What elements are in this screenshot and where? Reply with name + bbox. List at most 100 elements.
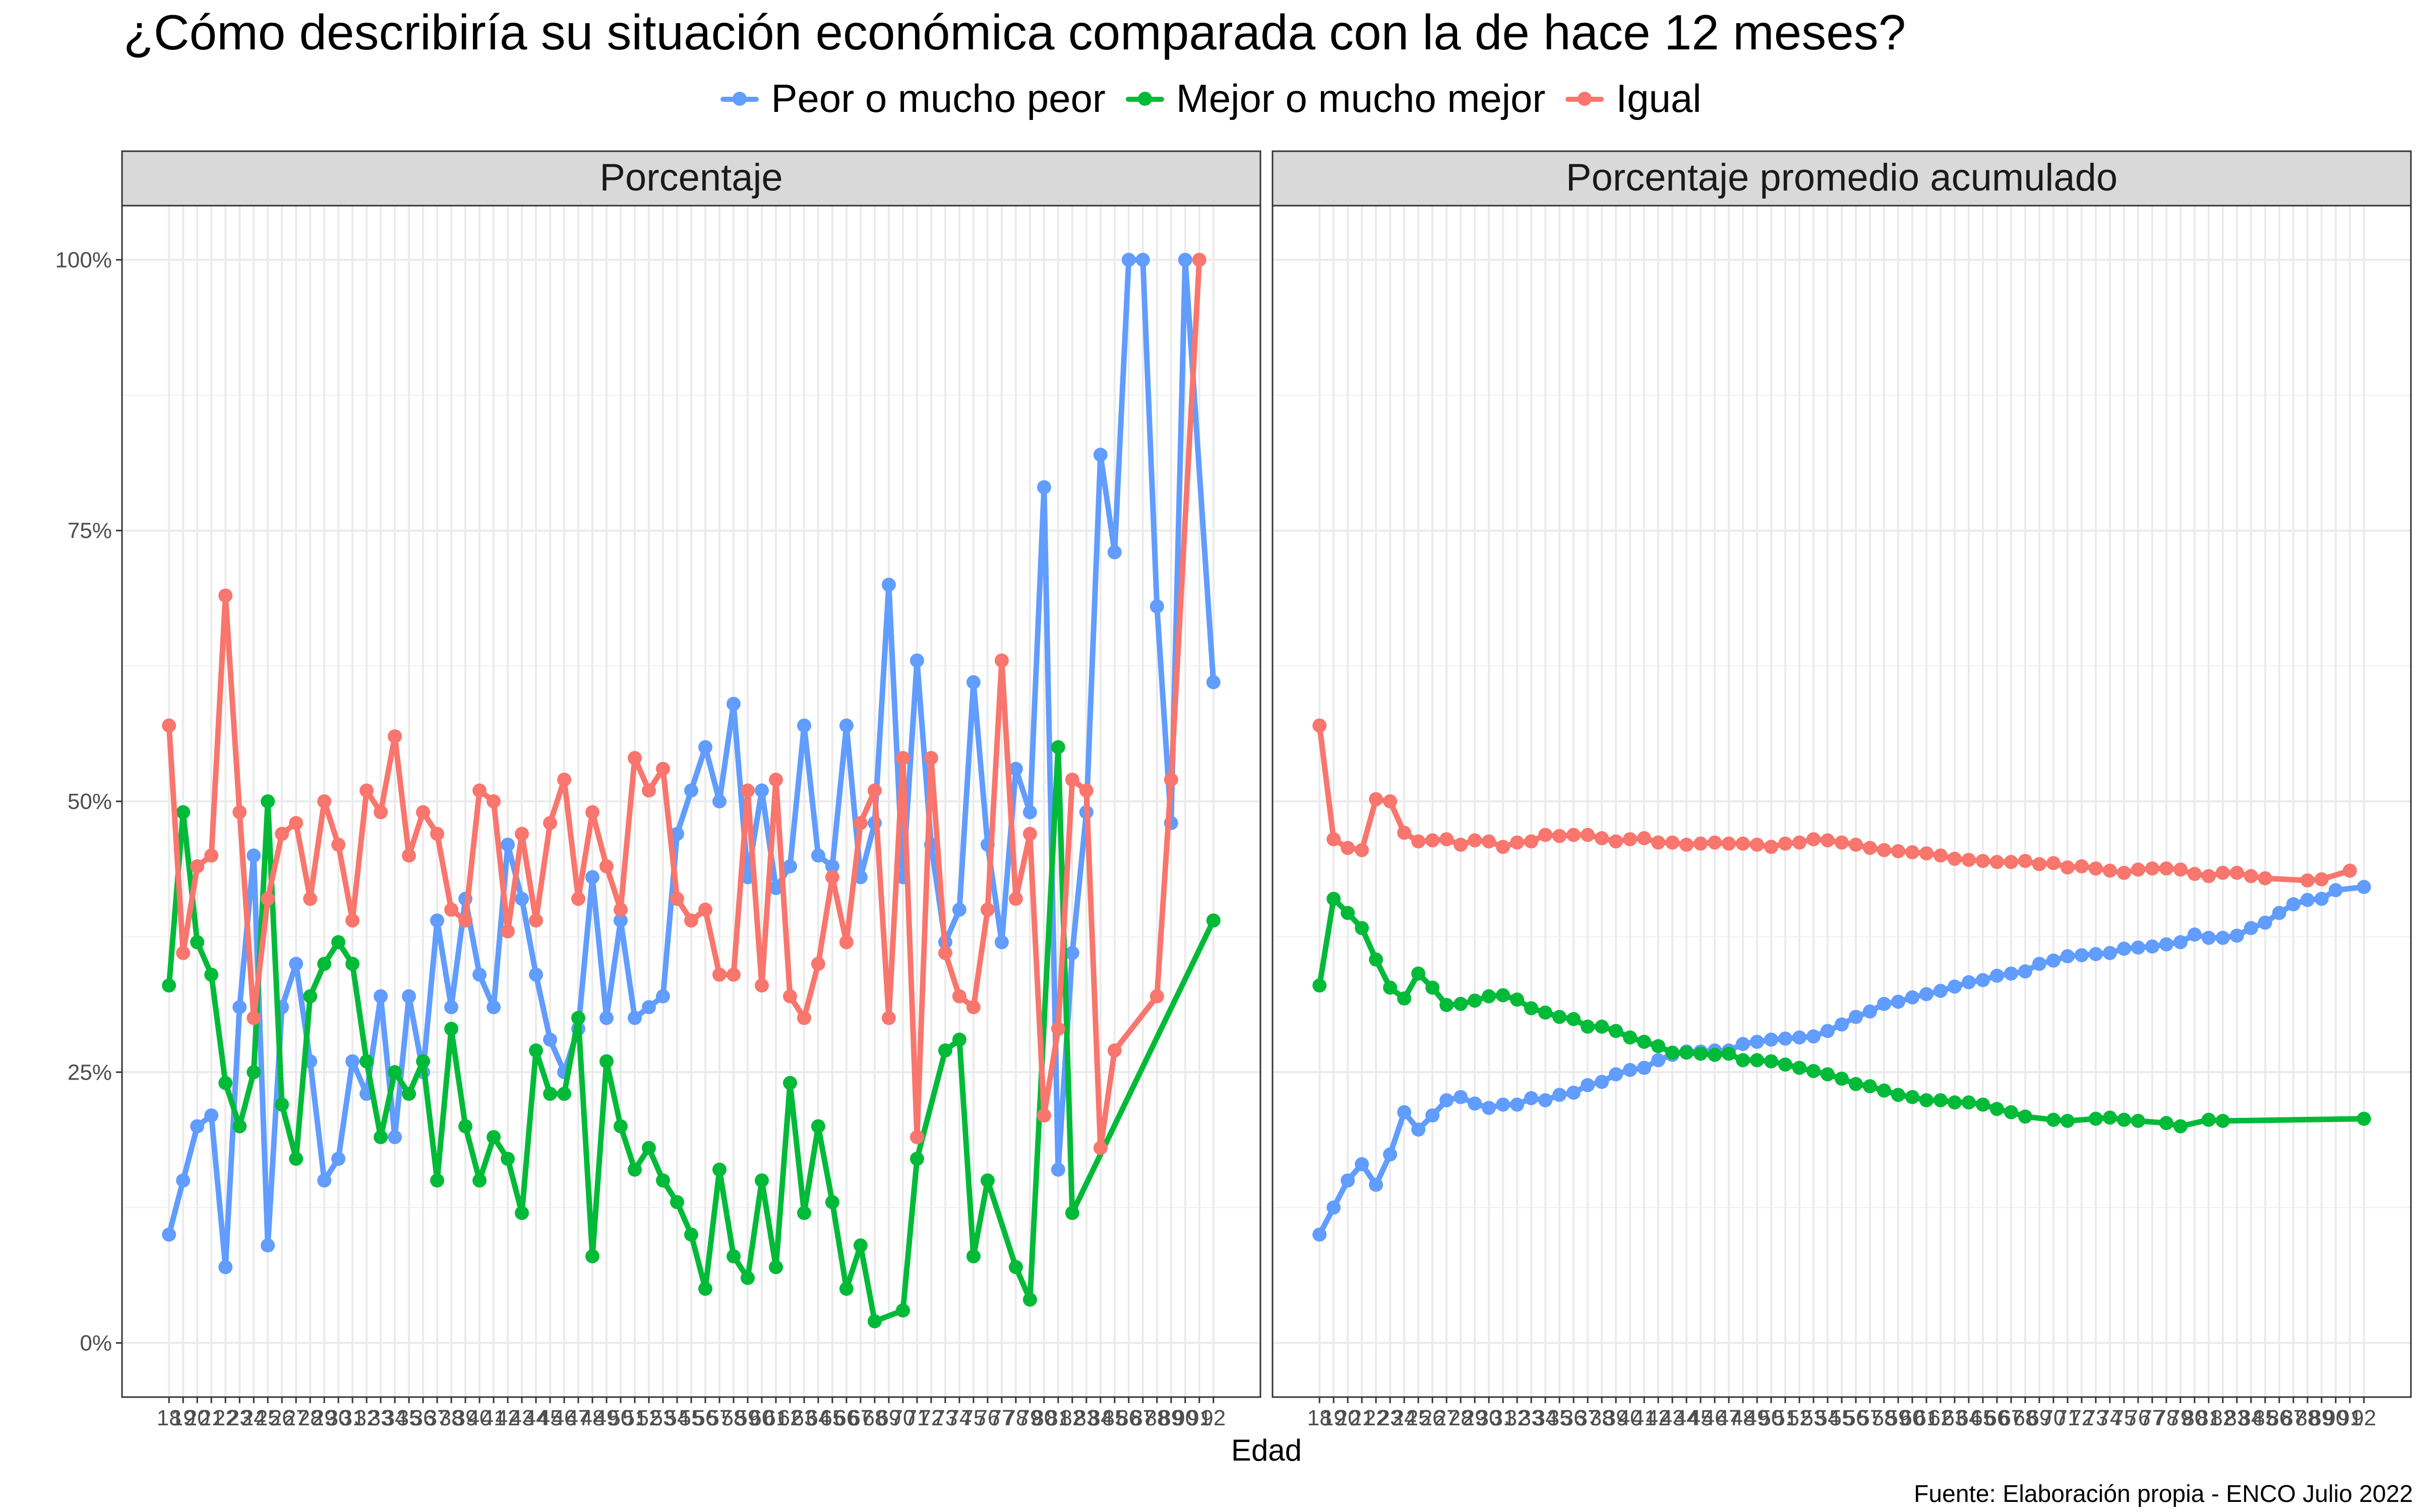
panel-1-series-mejor-o-mucho-mejor-point	[656, 1173, 670, 1188]
legend: Peor o mucho peor Mejor o mucho mejor Ig…	[0, 76, 2420, 121]
panel-1-series-mejor-o-mucho-mejor-point	[444, 1022, 459, 1036]
panel-2-series-igual-point	[1411, 834, 1426, 849]
panel-1-series-igual-point	[712, 967, 727, 982]
panel-1-x-tick-label: 56	[693, 1406, 718, 1430]
panel-2-series-igual-point	[1482, 834, 1496, 849]
panel-1-x-tick-label: 64	[806, 1406, 830, 1430]
panel-2-series-igual-point	[1708, 835, 1722, 850]
legend-label-peor: Peor o mucho peor	[771, 76, 1106, 120]
panel-2-series-peor-o-mucho-peor-point	[1863, 1004, 1877, 1019]
panel-2-series-igual-point	[2060, 860, 2075, 875]
panel-1-series-mejor-o-mucho-mejor-point	[712, 1162, 727, 1177]
panel-1-series-peor-o-mucho-peor-point	[628, 1011, 642, 1025]
panel-1-x-tick-label: 43	[510, 1406, 534, 1430]
panel-2-series-mejor-o-mucho-mejor-point	[1468, 993, 1482, 1008]
panel-1-series-peor-o-mucho-peor-point	[769, 880, 783, 895]
panel-2-border	[1272, 205, 2412, 1398]
panel-1-x-tick-label: 37	[425, 1406, 450, 1430]
panel-2-series-peor-o-mucho-peor-point	[2286, 897, 2301, 912]
panel-1-series-igual-point	[289, 816, 304, 830]
panel-1-x-tick-label: 35	[397, 1406, 421, 1430]
panel-2-series-mejor-o-mucho-mejor-point	[1933, 1093, 1948, 1108]
panel-2-series-peor-o-mucho-peor-point	[1454, 1090, 1468, 1104]
panel-2-series-mejor-o-mucho-mejor-point	[1764, 1054, 1778, 1068]
panel-1-x-tick-label: 60	[749, 1406, 774, 1430]
panel-1-series-mejor-o-mucho-mejor-point	[839, 1282, 854, 1296]
panel-2-series-igual-point	[1454, 838, 1468, 852]
panel-2-series-mejor-o-mucho-mejor-point	[1750, 1053, 1764, 1067]
panel-2-x-tick-label: 80	[2182, 1406, 2207, 1430]
panel-1-series-peor-o-mucho-peor-point	[1037, 480, 1051, 494]
panel-2-series-igual-point	[1581, 828, 1595, 842]
panel-2-series-peor-o-mucho-peor-point	[1835, 1017, 1849, 1032]
panel-2-series-peor-o-mucho-peor-point	[2074, 948, 2089, 963]
panel-1-series-mejor-o-mucho-mejor-point	[1206, 913, 1221, 928]
panel-1-x-tick-label: 68	[862, 1406, 887, 1430]
panel-1-x-tick-label: 25	[256, 1406, 280, 1430]
panel-1-series-igual-point	[938, 946, 952, 960]
panel-1-series-peor-o-mucho-peor-point	[515, 892, 529, 906]
panel-2-series-igual-point	[1355, 843, 1369, 857]
panel-2-x-tick-label: 19	[1321, 1406, 1346, 1430]
panel-1-x-tick-label: 49	[594, 1406, 619, 1430]
panel-1-x-tick-label: 46	[552, 1406, 577, 1430]
panel-2-series-peor-o-mucho-peor-point	[1383, 1147, 1398, 1162]
panel-1-series-igual-point	[755, 978, 769, 993]
panel-2-series-igual-point	[1369, 792, 1383, 806]
panel-1-series-igual-point	[698, 902, 712, 917]
panel-2-series-peor-o-mucho-peor-point	[1326, 1200, 1341, 1215]
panel-1-series-mejor-o-mucho-mejor-point	[331, 935, 346, 950]
panel-2-series-igual-point	[2004, 855, 2018, 869]
panel-2-series-peor-o-mucho-peor-point	[1764, 1032, 1778, 1047]
panel-2-x-tick-label: 20	[1336, 1406, 1360, 1430]
panel-1-series-igual-point	[670, 892, 684, 906]
panel-1-series-mejor-o-mucho-mejor-point	[684, 1227, 698, 1242]
panel-1-series-igual-point	[1164, 773, 1178, 787]
panel-1-series-peor-o-mucho-peor-point	[825, 859, 839, 873]
panel-1-x-tick-label: 81	[1046, 1406, 1070, 1430]
panel-1-x-tick-label: 75	[961, 1406, 986, 1430]
panel-2-x-tick-label: 68	[2013, 1406, 2037, 1430]
panel-2-x-tick-label: 35	[1547, 1406, 1572, 1430]
panel-2-series-igual-point	[2300, 873, 2315, 888]
panel-1-series-igual-point	[1022, 827, 1037, 841]
panel-2-series-peor-o-mucho-peor-point	[2145, 939, 2159, 954]
panel-1-series-mejor-o-mucho-mejor-point	[1022, 1292, 1037, 1307]
panel-1-x-tick-label: 47	[566, 1406, 591, 1430]
panel-2-series-igual-point	[1933, 848, 1948, 863]
panel-2-x-tick-label: 36	[1561, 1406, 1586, 1430]
panel-2-series-mejor-o-mucho-mejor-point	[2201, 1112, 2216, 1127]
panel-1-series-mejor-o-mucho-mejor-point	[938, 1043, 952, 1058]
panel-1-series-igual-point	[487, 794, 501, 808]
panel-2-series-mejor-o-mucho-mejor-point	[1496, 988, 1510, 1002]
panel-1-x-tick-label: 27	[284, 1406, 309, 1430]
panel-2-x-tick-label: 49	[1745, 1406, 1770, 1430]
panel-2-x-tick-label: 58	[1872, 1406, 1897, 1430]
panel-1-series-peor-o-mucho-peor-point	[698, 740, 712, 754]
panel-1-series-igual-point	[769, 773, 783, 787]
panel-2-x-tick-label: 57	[1858, 1406, 1883, 1430]
panel-1-x-tick-label: 67	[848, 1406, 873, 1430]
panel-1-x-tick-label: 39	[453, 1406, 478, 1430]
panel-2-series-igual-point	[2215, 865, 2230, 880]
panel-1-series-igual-point	[1107, 1043, 1122, 1058]
panel-1-x-tick-label: 79	[1017, 1406, 1042, 1430]
panel-1-series-igual-point	[232, 805, 247, 820]
panel-1-series-igual-point	[881, 1011, 896, 1025]
panel-2-series-igual-point	[2032, 857, 2046, 871]
panel-1-x-tick-label: 77	[989, 1406, 1014, 1430]
panel-2-series-peor-o-mucho-peor-point	[2060, 949, 2075, 964]
panel-1-series-peor-o-mucho-peor-point	[472, 967, 487, 982]
panel-2-series-peor-o-mucho-peor-point	[1849, 1010, 1863, 1024]
panel-1-x-tick-label: 73	[933, 1406, 957, 1430]
panel-1-series-peor-o-mucho-peor-point	[1107, 545, 1122, 559]
panel-2-x-tick-label: 43	[1660, 1406, 1685, 1430]
panel-1-series-mejor-o-mucho-mejor-point	[755, 1173, 769, 1188]
panel-2-series-igual-point	[2102, 863, 2117, 878]
panel-2-series-peor-o-mucho-peor-point	[2356, 879, 2371, 894]
panel-2-series-igual-point	[1778, 836, 1792, 851]
panel-1-series-mejor-o-mucho-mejor-point	[1051, 740, 1065, 754]
panel-1-series-igual-point	[585, 805, 599, 820]
